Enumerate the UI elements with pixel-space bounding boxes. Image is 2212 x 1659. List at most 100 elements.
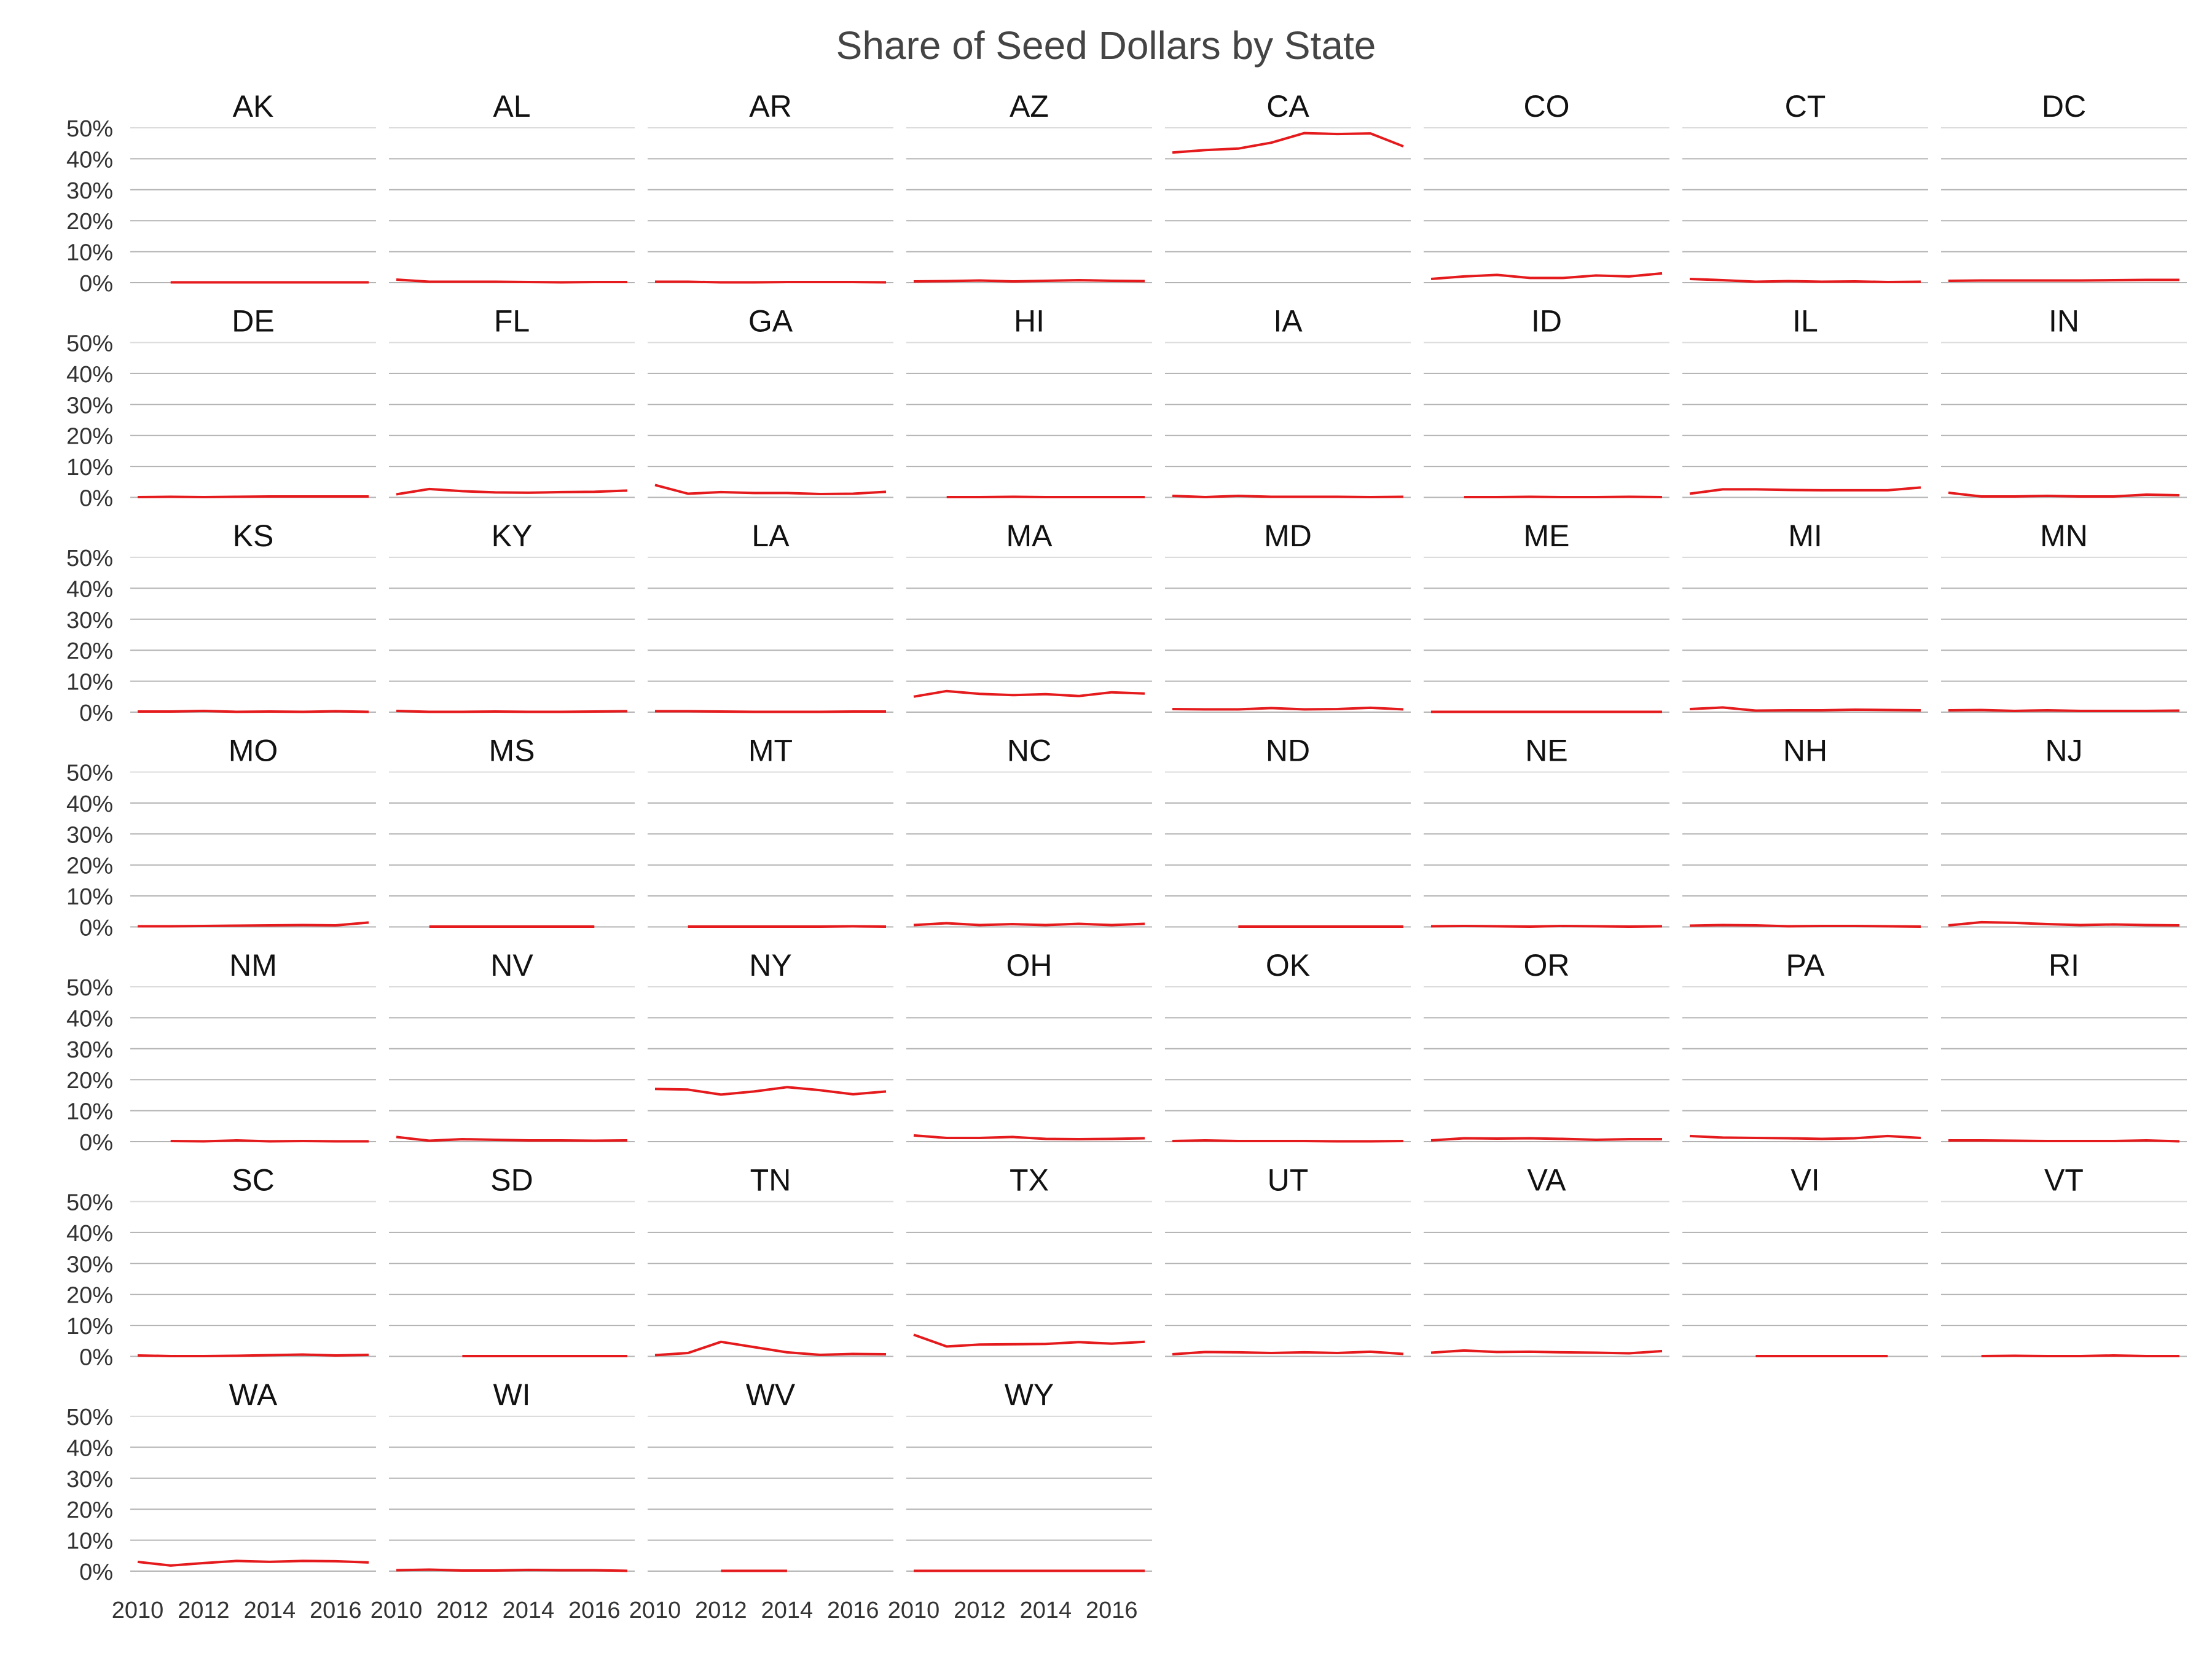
series-line-fl <box>396 487 628 496</box>
series-line-dc <box>1948 278 2179 282</box>
panel-title: UT <box>1268 1163 1309 1198</box>
panel-wi: WI 2010 2012 2014 2016 <box>371 1378 635 1623</box>
panel-ok: OK <box>1165 948 1411 1143</box>
series-line-va <box>1430 1349 1663 1355</box>
x-tick-label: 2012 <box>954 1598 1006 1623</box>
panel-oh: OH <box>906 948 1152 1142</box>
panel-title: AL <box>493 89 530 124</box>
panel-title: NY <box>749 948 791 982</box>
panel-title: MT <box>748 734 793 768</box>
panel-title: DC <box>2042 89 2086 124</box>
panel-title: MS <box>489 734 535 768</box>
panel-title: CT <box>1785 89 1826 124</box>
panel-pa: PA <box>1682 948 1928 1142</box>
panel-nc: NC <box>906 734 1152 928</box>
x-tick-label: 2010 <box>888 1598 940 1623</box>
y-tick-label: 40% <box>66 1435 113 1461</box>
panel-ak: AK 0% 10% 20% 30% 40% 50% <box>66 89 376 297</box>
y-tick-label: 0% <box>79 1345 113 1371</box>
y-tick-label: 50% <box>66 331 113 357</box>
y-tick-label: 20% <box>66 209 113 235</box>
panel-ms: MS <box>389 734 635 928</box>
panel-title: ID <box>1531 304 1562 339</box>
series-line-oh <box>913 1134 1145 1140</box>
panel-title: WI <box>493 1378 530 1412</box>
panel-ri: RI <box>1941 948 2187 1143</box>
panel-nv: NV <box>389 948 635 1142</box>
panel-title: NM <box>229 948 277 982</box>
y-tick-label: 0% <box>79 486 113 512</box>
panel-title: TX <box>1010 1163 1049 1198</box>
panel-ut: UT <box>1165 1163 1411 1357</box>
panel-ca: CA <box>1165 89 1411 283</box>
panel-title: MA <box>1006 519 1053 553</box>
series-line-ok <box>1172 1139 1404 1143</box>
panel-title: ME <box>1524 519 1570 553</box>
panel-mi: MI <box>1682 519 1928 713</box>
y-tick-label: 40% <box>66 1221 113 1247</box>
series-line-al <box>396 278 627 284</box>
x-tick-label: 2016 <box>568 1598 621 1623</box>
y-tick-label: 0% <box>79 916 113 941</box>
panel-co: CO <box>1424 89 1669 283</box>
panel-az: AZ <box>906 89 1152 283</box>
panel-mo: MO 0% 10% 20% 30% 40% 50% <box>66 734 376 941</box>
panel-title: AK <box>233 89 274 124</box>
panel-title: PA <box>1786 948 1826 982</box>
y-tick-label: 40% <box>66 791 113 817</box>
y-tick-label: 50% <box>66 975 113 1001</box>
panel-title: MN <box>2040 519 2088 553</box>
x-tick-label: 2012 <box>436 1598 488 1623</box>
panel-title: MO <box>229 734 278 768</box>
y-tick-label: 30% <box>66 608 113 633</box>
panel-dc: DC <box>1941 89 2187 283</box>
panel-title: NV <box>490 948 533 982</box>
x-tick-label: 2010 <box>112 1598 164 1623</box>
series-line-mn <box>1948 708 2180 712</box>
panel-nd: ND <box>1165 734 1411 928</box>
y-tick-label: 40% <box>66 362 113 388</box>
x-tick-label: 2014 <box>761 1598 814 1623</box>
panel-mt: MT <box>648 734 893 928</box>
y-tick-label: 30% <box>66 1252 113 1277</box>
y-tick-label: 50% <box>66 116 113 142</box>
series-line-tn <box>654 1340 887 1357</box>
panel-ga: GA <box>648 304 893 498</box>
series-line-ks <box>138 710 369 713</box>
panel-vi: VI <box>1682 1163 1928 1357</box>
y-tick-label: 20% <box>66 1068 113 1094</box>
panel-title: IN <box>2049 304 2079 339</box>
y-tick-label: 10% <box>66 1529 113 1555</box>
series-line-ca <box>1172 131 1404 154</box>
panel-id: ID <box>1424 304 1669 498</box>
panel-title: NJ <box>2045 734 2082 768</box>
series-line-ma <box>913 689 1145 698</box>
panel-title: GA <box>748 304 793 339</box>
panel-in: IN <box>1941 304 2187 498</box>
y-tick-label: 30% <box>66 1037 113 1063</box>
panel-md: MD <box>1165 519 1411 713</box>
panel-ky: KY <box>389 519 635 713</box>
panel-title: HI <box>1014 304 1045 339</box>
panel-ne: NE <box>1424 734 1669 928</box>
series-line-md <box>1172 706 1404 711</box>
panel-mn: MN <box>1941 519 2187 713</box>
y-tick-label: 20% <box>66 1497 113 1523</box>
panel-title: MI <box>1788 519 1822 553</box>
series-line-ri <box>1948 1139 2180 1143</box>
panel-sc: SC 0% 10% 20% 30% 40% 50% <box>66 1163 376 1371</box>
series-line-vt <box>1981 1354 2179 1357</box>
panel-wa: WA 0% 10% 20% 30% 40% 50% 2010 2012 2014 2016 <box>66 1378 376 1623</box>
panel-title: CO <box>1524 89 1570 124</box>
panel-title: MD <box>1264 519 1312 553</box>
panel-va: VA <box>1424 1163 1669 1357</box>
panel-title: DE <box>232 304 274 339</box>
panel-me: ME <box>1424 519 1669 713</box>
y-tick-label: 50% <box>66 1190 113 1216</box>
panel-title: IL <box>1792 304 1818 339</box>
series-line-wa <box>137 1559 369 1567</box>
panel-tx: TX <box>906 1163 1152 1357</box>
y-tick-label: 50% <box>66 761 113 786</box>
y-tick-label: 40% <box>66 147 113 173</box>
panel-ia: IA <box>1165 304 1411 498</box>
